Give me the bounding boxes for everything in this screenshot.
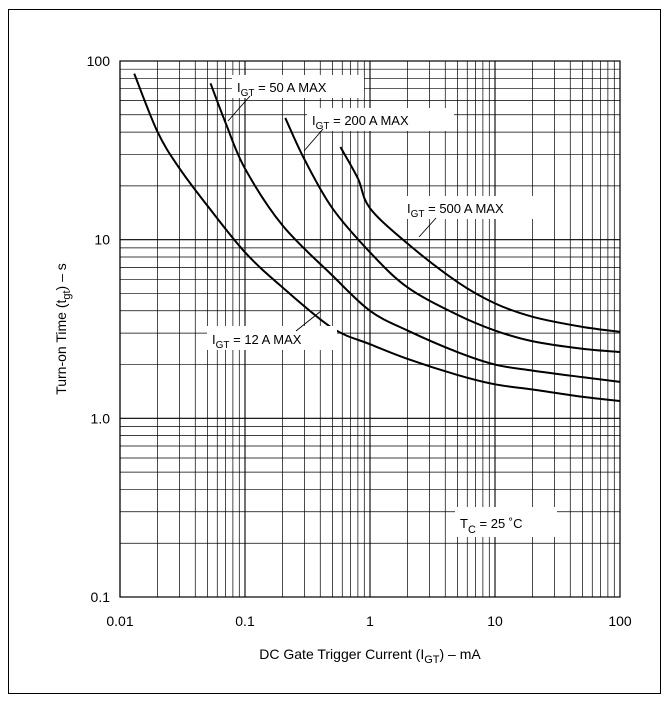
- svg-text:IGT = 500 A MAX: IGT = 500 A MAX: [407, 201, 504, 220]
- svg-text:IGT = 50 A MAX: IGT = 50 A MAX: [237, 80, 327, 99]
- y-tick-label: 1.0: [91, 410, 111, 426]
- annotation-igt-200: IGT = 200 A MAX: [303, 108, 454, 152]
- series-line-4: [339, 146, 621, 333]
- annotation-case-temperature: TC = 25 ˚C: [455, 507, 557, 537]
- x-tick-label: 1: [366, 613, 374, 629]
- y-axis-title: Turn-on Time (tgt) – s: [53, 263, 73, 395]
- series-line-1: [133, 73, 621, 403]
- x-tick-labels: 0.01 0.1 1 10 100: [106, 613, 632, 629]
- x-axis-title: DC Gate Trigger Current (IGT) – mA: [259, 646, 481, 666]
- x-tick-label: 10: [487, 613, 503, 629]
- series-line-3: [284, 117, 621, 354]
- y-tick-label: 10: [94, 232, 110, 248]
- svg-text:TC = 25 ˚C: TC = 25 ˚C: [460, 516, 523, 536]
- curves: [133, 73, 621, 403]
- svg-text:IGT = 200 A MAX: IGT = 200 A MAX: [312, 113, 409, 132]
- plot-border: [119, 60, 621, 598]
- series-line-2: [209, 82, 621, 383]
- y-tick-label: 0.1: [91, 589, 111, 605]
- y-tick-label: 100: [87, 53, 111, 69]
- annotation-igt-50: IGT = 50 A MAX: [227, 75, 364, 122]
- annotation-igt-12: IGT = 12 A MAX: [207, 310, 337, 351]
- x-tick-label: 0.1: [235, 613, 255, 629]
- x-tick-label: 0.01: [106, 613, 133, 629]
- x-tick-label: 100: [608, 613, 632, 629]
- svg-text:IGT = 12 A MAX: IGT = 12 A MAX: [212, 332, 302, 351]
- y-tick-labels: 0.1 1.0 10 100: [87, 53, 111, 605]
- annotation-igt-500: IGT = 500 A MAX: [402, 196, 545, 238]
